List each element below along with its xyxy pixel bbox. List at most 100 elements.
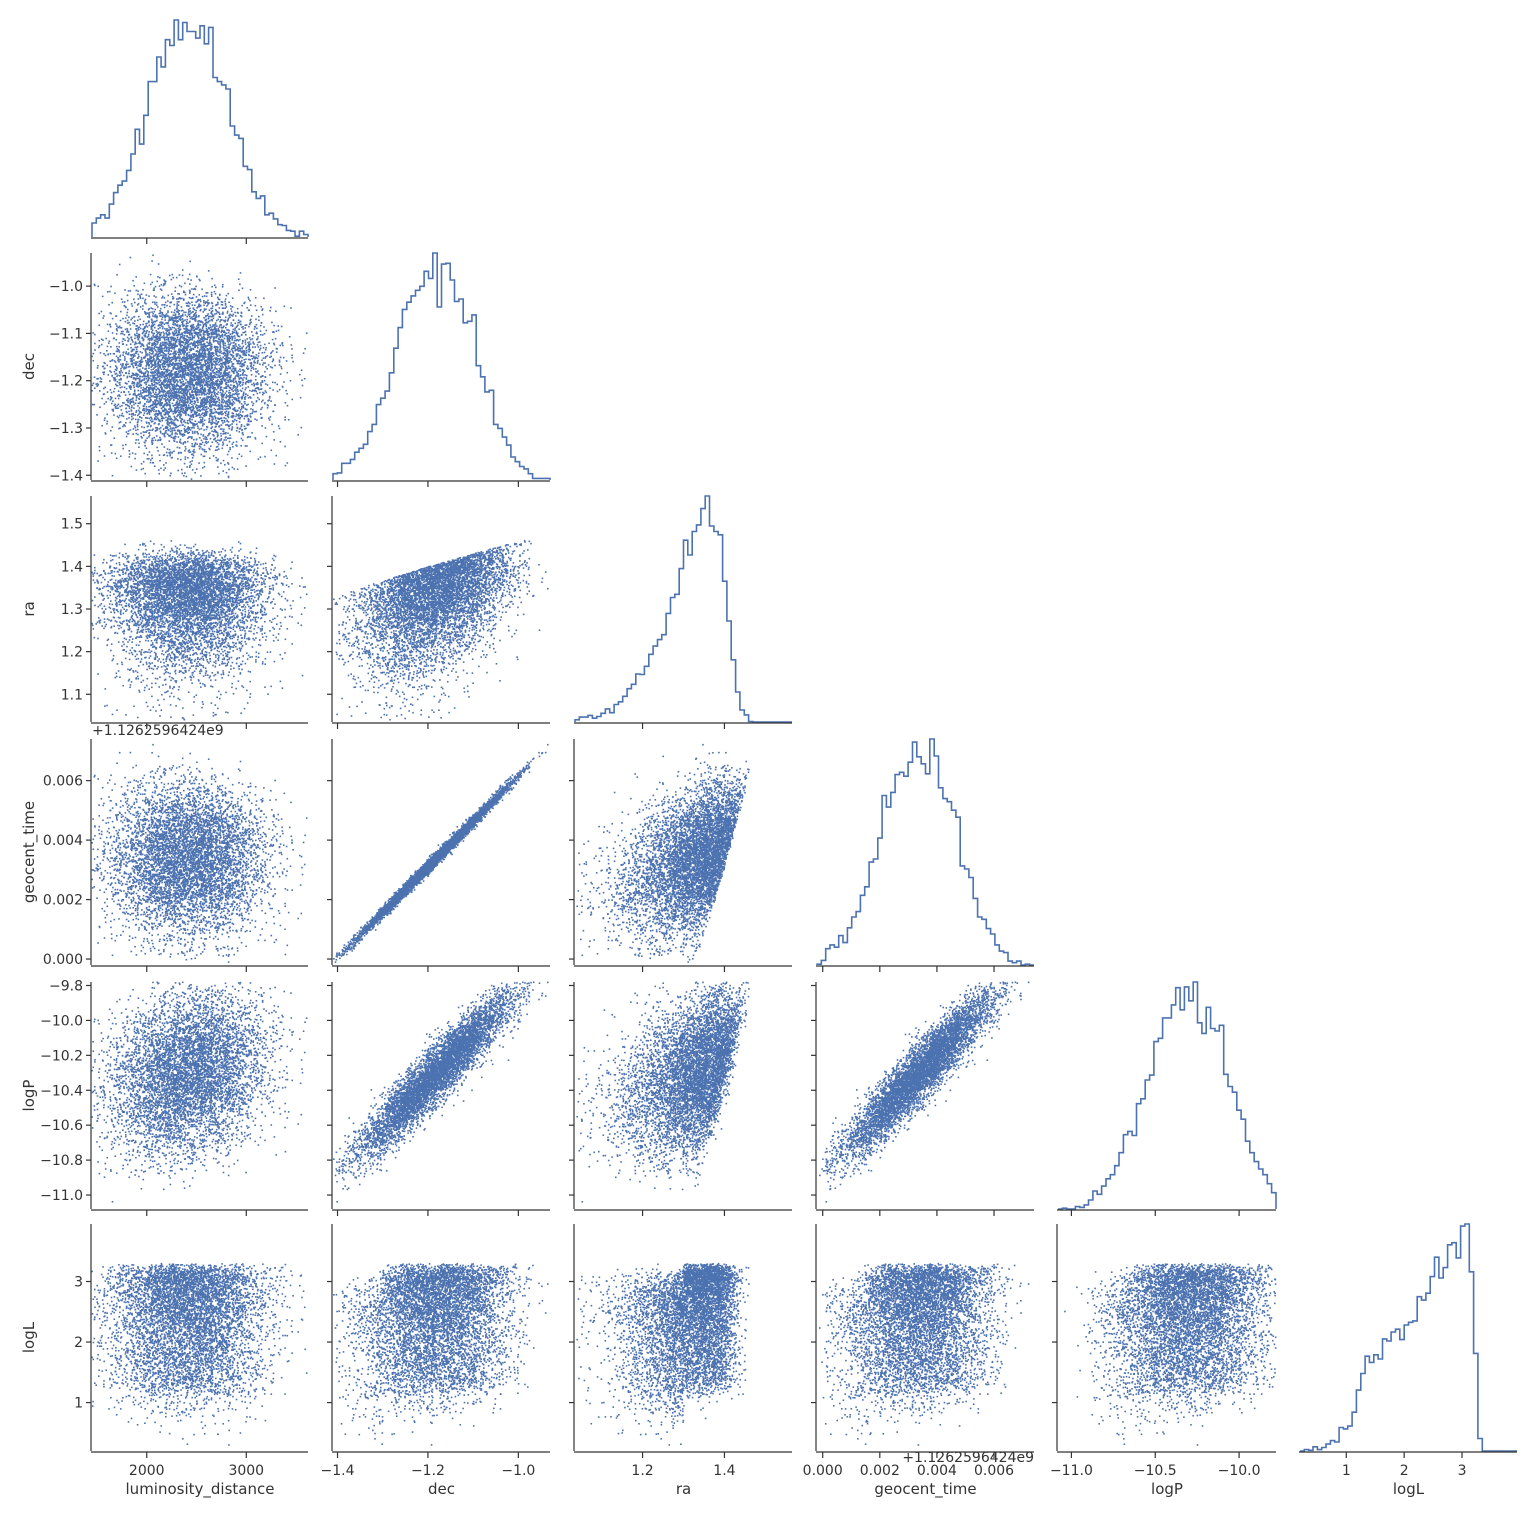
point-1182 (136, 469, 138, 471)
point-258 (151, 311, 153, 313)
point-1 (183, 410, 185, 412)
point-2041 (224, 301, 226, 303)
point-2292 (201, 364, 203, 366)
point-976 (215, 420, 217, 422)
point-2018 (162, 312, 164, 314)
point-1274 (122, 341, 124, 343)
point-2141 (211, 394, 213, 396)
point-1299 (239, 453, 241, 455)
point-1255 (230, 315, 232, 317)
point-387 (287, 405, 289, 407)
point-872 (212, 420, 214, 422)
point-632 (184, 472, 186, 474)
point-1783 (242, 379, 244, 381)
point-28 (249, 390, 251, 392)
point-1996 (219, 381, 221, 383)
point-1201 (236, 441, 238, 443)
point-1147 (252, 338, 254, 340)
point-174 (160, 468, 162, 470)
point-19 (237, 395, 239, 397)
point-1539 (262, 352, 264, 354)
point-1766 (180, 442, 182, 444)
point-2193 (244, 416, 246, 418)
point-1801 (148, 331, 150, 333)
point-1271 (237, 312, 239, 314)
point-34 (96, 414, 98, 416)
point-1347 (262, 394, 264, 396)
point-443 (225, 345, 227, 347)
point-455 (163, 333, 165, 335)
point-2357 (228, 380, 230, 382)
point-496 (220, 366, 222, 368)
point-1742 (137, 294, 139, 296)
point-1729 (102, 317, 104, 319)
point-164 (181, 430, 183, 432)
point-427 (205, 451, 207, 453)
point-1748 (137, 405, 139, 407)
point-368 (149, 434, 151, 436)
point-1814 (111, 360, 113, 362)
point-2304 (158, 382, 160, 384)
point-1705 (169, 425, 171, 427)
point-2412 (230, 308, 232, 310)
point-255 (248, 397, 250, 399)
point-478 (189, 466, 191, 468)
point-50 (150, 284, 152, 286)
point-1417 (254, 360, 256, 362)
point-1346 (154, 388, 156, 390)
point-2335 (125, 321, 127, 323)
point-2392 (227, 375, 229, 377)
point-1881 (187, 303, 189, 305)
point-2358 (181, 378, 183, 380)
point-1898 (207, 363, 209, 365)
point-1802 (202, 366, 204, 368)
point-170 (153, 287, 155, 289)
point-2113 (191, 454, 193, 456)
point-1322 (237, 324, 239, 326)
point-1272 (152, 302, 154, 304)
point-724 (108, 304, 110, 306)
point-1457 (149, 342, 151, 344)
point-1771 (225, 392, 227, 394)
point-971 (176, 277, 178, 279)
point-2398 (264, 380, 266, 382)
point-2397 (103, 394, 105, 396)
point-842 (260, 345, 262, 347)
point-677 (163, 398, 165, 400)
point-719 (231, 311, 233, 313)
point-341 (263, 362, 265, 364)
point-2393 (133, 387, 135, 389)
point-2383 (217, 341, 219, 343)
point-1786 (255, 368, 257, 370)
point-2266 (291, 348, 293, 350)
point-2150 (117, 327, 119, 329)
point-1336 (200, 446, 202, 448)
point-167 (150, 385, 152, 387)
point-450 (262, 364, 264, 366)
point-403 (198, 462, 200, 464)
point-641 (230, 384, 232, 386)
panel-dec-vs-luminosity_distance: −1.4−1.3−1.2−1.1−1.0 (49, 253, 308, 487)
point-858 (217, 458, 219, 460)
point-1540 (190, 461, 192, 463)
point-1682 (164, 446, 166, 448)
point-492 (150, 307, 152, 309)
point-1047 (189, 261, 191, 263)
point-2375 (136, 378, 138, 380)
point-2287 (134, 425, 136, 427)
point-2108 (148, 418, 150, 420)
point-1506 (206, 305, 208, 307)
point-112 (253, 394, 255, 396)
point-1491 (154, 437, 156, 439)
point-2046 (226, 411, 228, 413)
point-1662 (234, 340, 236, 342)
point-2377 (133, 299, 135, 301)
point-14 (233, 355, 235, 357)
point-2246 (253, 365, 255, 367)
point-2338 (224, 405, 226, 407)
point-700 (149, 430, 151, 432)
point-1977 (266, 436, 268, 438)
point-1886 (138, 298, 140, 300)
point-932 (304, 378, 306, 380)
point-675 (118, 398, 120, 400)
